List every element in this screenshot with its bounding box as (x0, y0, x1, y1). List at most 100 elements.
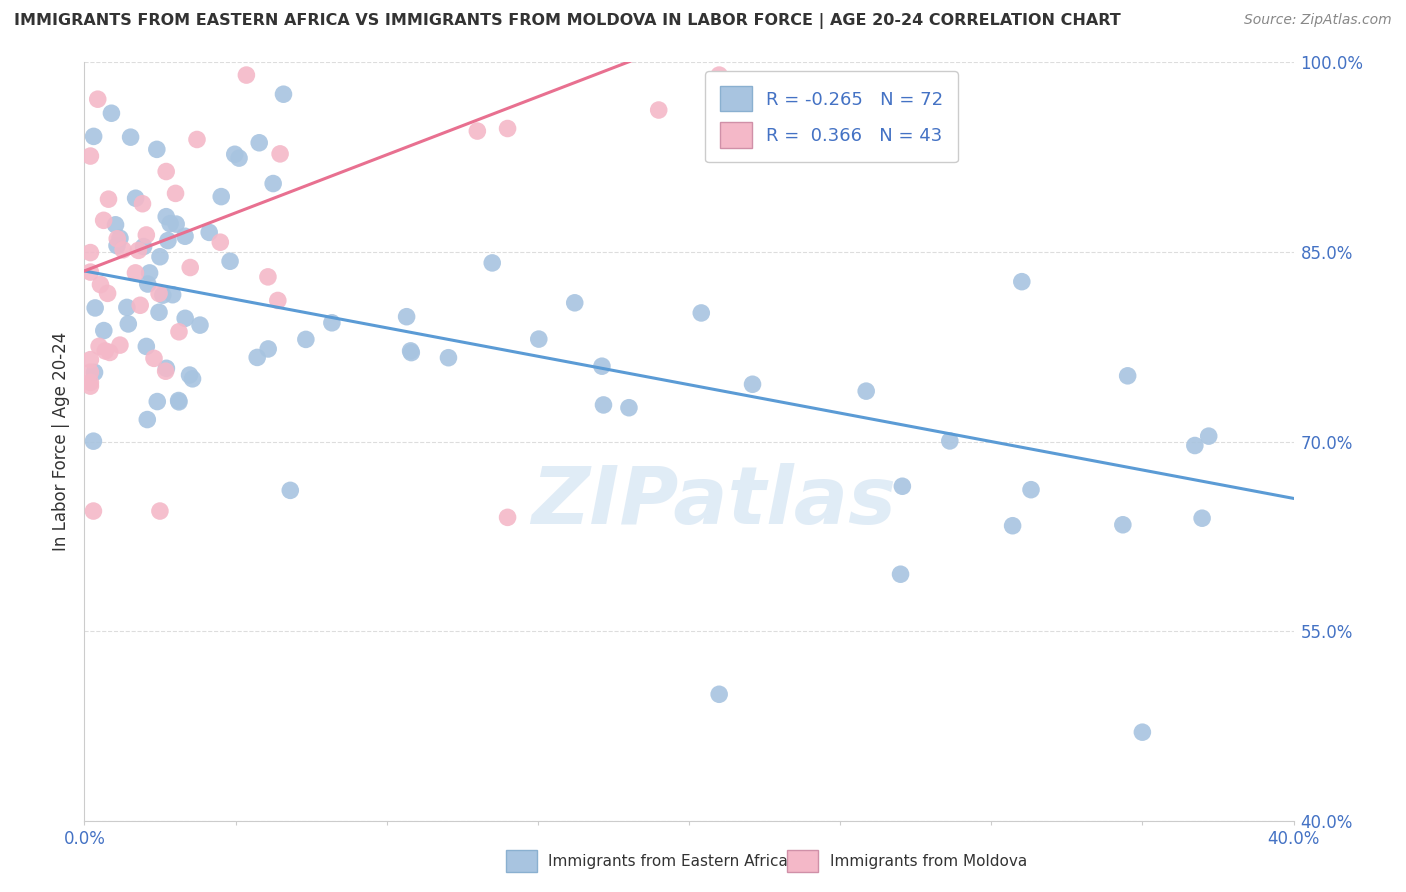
Y-axis label: In Labor Force | Age 20-24: In Labor Force | Age 20-24 (52, 332, 70, 551)
Point (592, 398, 614, 412)
Point (149, 504, 172, 518)
Point (87, 339, 110, 353)
Point (79, 245, 101, 260)
Point (591, 359, 613, 374)
Point (1019, 483, 1042, 497)
Point (155, 364, 177, 378)
Point (209, 235, 232, 250)
Point (741, 377, 763, 392)
Point (83, 365, 105, 379)
Point (159, 217, 181, 231)
Point (1112, 517, 1135, 532)
Point (98, 345, 121, 359)
Point (174, 311, 197, 326)
Point (257, 342, 280, 356)
Text: Source: ZipAtlas.com: Source: ZipAtlas.com (1244, 13, 1392, 28)
Point (148, 286, 170, 301)
Text: Immigrants from Eastern Africa: Immigrants from Eastern Africa (548, 854, 789, 869)
Point (295, 332, 318, 346)
Point (82, 504, 104, 518)
Point (496, 510, 519, 524)
Point (219, 254, 242, 268)
Point (131, 196, 153, 211)
Point (115, 301, 138, 315)
Point (273, 87, 295, 102)
Point (138, 266, 160, 280)
Point (167, 393, 190, 408)
Point (79, 265, 101, 279)
Point (79, 379, 101, 393)
Point (127, 244, 149, 258)
Point (117, 317, 139, 331)
Point (269, 147, 291, 161)
Point (79, 352, 101, 367)
Point (564, 295, 586, 310)
Point (1198, 429, 1220, 443)
Point (82, 434, 104, 449)
Point (167, 395, 190, 409)
Point (198, 226, 221, 240)
Point (247, 136, 270, 150)
Point (224, 147, 246, 161)
Point (93, 324, 115, 338)
Point (146, 394, 169, 409)
Point (148, 305, 170, 319)
Point (135, 227, 157, 242)
Point (124, 191, 146, 205)
Point (112, 243, 135, 257)
Point (1011, 275, 1033, 289)
Point (149, 250, 172, 264)
Point (399, 343, 422, 358)
Point (165, 186, 187, 201)
Point (97, 192, 120, 206)
Point (136, 277, 159, 291)
Point (94, 343, 117, 358)
Point (165, 217, 187, 231)
Point (84, 301, 107, 315)
Point (120, 130, 142, 145)
Point (181, 372, 204, 386)
Point (496, 121, 519, 136)
Point (855, 384, 877, 398)
Point (1191, 511, 1213, 525)
Point (93, 213, 115, 227)
Text: IMMIGRANTS FROM EASTERN AFRICA VS IMMIGRANTS FROM MOLDOVA IN LABOR FORCE | AGE 2: IMMIGRANTS FROM EASTERN AFRICA VS IMMIGR… (14, 13, 1121, 29)
Point (648, 103, 671, 117)
Point (267, 293, 290, 308)
Point (79, 376, 101, 390)
Point (890, 567, 912, 582)
Point (87, 92, 110, 106)
Point (186, 132, 208, 146)
Point (105, 238, 128, 252)
Point (100, 106, 122, 120)
Point (108, 231, 131, 245)
Text: Immigrants from Moldova: Immigrants from Moldova (830, 854, 1026, 869)
Point (246, 351, 269, 365)
Point (155, 361, 177, 376)
Point (97, 286, 120, 301)
Point (143, 351, 166, 366)
Point (262, 177, 284, 191)
Point (132, 239, 155, 253)
Point (228, 151, 250, 165)
Point (1130, 725, 1153, 739)
Point (162, 287, 184, 301)
Point (709, 68, 731, 82)
Point (136, 412, 159, 426)
Point (155, 164, 177, 178)
Point (146, 142, 169, 156)
Point (467, 124, 489, 138)
Point (83, 129, 105, 144)
Point (179, 260, 201, 275)
Point (617, 401, 640, 415)
Point (1184, 438, 1206, 452)
Point (1001, 518, 1024, 533)
Point (395, 310, 418, 324)
Point (939, 434, 962, 448)
Text: ZIPatlas: ZIPatlas (530, 463, 896, 541)
Point (235, 68, 257, 82)
Point (124, 266, 146, 280)
Point (79, 149, 101, 163)
Point (79, 365, 101, 379)
Point (437, 351, 460, 365)
